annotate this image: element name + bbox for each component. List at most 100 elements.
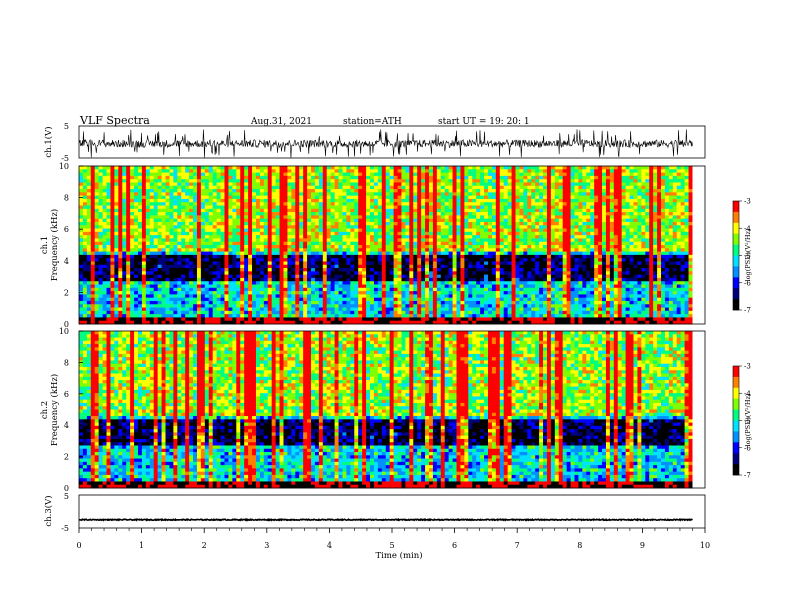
spectrogram-cell	[114, 320, 119, 325]
spectrogram-cell	[259, 320, 265, 325]
spectrogram-cell	[208, 182, 214, 187]
spectrogram-cell	[204, 175, 210, 180]
spectrogram-cell	[322, 185, 328, 190]
spectrogram-cell	[413, 284, 418, 289]
spectrogram-cell	[255, 212, 261, 216]
spectrogram-cell	[279, 238, 284, 243]
spectrogram-cell	[185, 238, 190, 243]
spectrogram-cell	[393, 166, 398, 170]
spectrogram-cell	[98, 287, 103, 292]
spectrogram-cell	[480, 212, 485, 216]
spectrogram-cell	[405, 235, 410, 239]
spectrogram-cell	[86, 248, 92, 252]
spectrogram-cell	[145, 304, 151, 308]
spectrogram-cell	[212, 310, 218, 315]
spectrogram-cell	[299, 231, 304, 236]
spectrogram-cell	[165, 208, 170, 213]
spectrogram-cell	[318, 258, 324, 262]
spectrogram-cell	[393, 185, 398, 190]
spectrogram-cell	[259, 291, 265, 295]
spectrogram-cell	[444, 277, 450, 282]
spectrogram-cell	[137, 225, 143, 229]
spectrogram-cell	[350, 235, 355, 239]
spectrogram-cell	[220, 307, 225, 312]
spectrogram-cell	[452, 248, 457, 252]
spectrogram-cell	[342, 258, 347, 262]
spectrogram-cell	[318, 251, 324, 256]
spectrogram-cell	[472, 182, 477, 187]
spectrogram-cell	[476, 268, 481, 272]
spectrogram-cell	[366, 179, 371, 183]
spectrogram-cell	[228, 175, 233, 180]
spectrogram-cell	[149, 215, 155, 220]
spectrogram-cell	[232, 185, 237, 190]
spectrogram-cell	[185, 281, 190, 285]
spectrogram-cell	[173, 277, 178, 282]
spectrogram-cell	[318, 287, 324, 292]
spectrogram-cell	[295, 268, 300, 272]
spectrogram-cell	[480, 225, 485, 229]
spectrogram-cell	[228, 314, 233, 318]
spectrogram-cell	[338, 202, 343, 206]
spectrogram-cell	[248, 205, 253, 210]
spectrogram-cell	[472, 179, 477, 183]
spectrogram-cell	[145, 215, 151, 220]
spectrogram-cell	[185, 291, 190, 295]
spectrogram-cell	[287, 179, 292, 183]
spectrogram-cell	[389, 291, 394, 295]
spectrogram-cell	[468, 212, 473, 216]
spectrogram-cell	[130, 218, 135, 223]
spectrogram-cell	[114, 307, 119, 312]
spectrogram-cell	[173, 297, 178, 302]
spectrogram-cell	[244, 208, 249, 213]
spectrogram-cell	[287, 274, 292, 279]
spectrogram-cell	[185, 287, 190, 292]
spectrogram-cell	[255, 185, 261, 190]
spectrogram-cell	[417, 297, 422, 302]
spectrogram-cell	[401, 320, 406, 325]
spectrogram-cell	[389, 258, 394, 262]
spectrogram-cell	[472, 205, 477, 210]
spectrogram-cell	[413, 225, 418, 229]
spectrogram-cell	[342, 221, 347, 226]
spectrogram-cell	[468, 185, 473, 190]
spectrogram-cell	[468, 241, 473, 246]
spectrogram-cell	[440, 281, 446, 285]
spectrogram-cell	[413, 277, 418, 282]
spectrogram-cell	[460, 317, 465, 322]
spectrogram-cell	[220, 192, 225, 197]
spectrogram-cell	[169, 268, 174, 272]
spectrogram-cell	[173, 228, 178, 233]
spectrogram-cell	[161, 300, 166, 305]
spectrogram-cell	[444, 195, 450, 200]
spectrogram-cell	[106, 291, 111, 295]
spectrogram-cell	[314, 182, 320, 187]
spectrogram-cell	[275, 261, 280, 266]
spectrogram-cell	[322, 202, 328, 206]
spectrogram-cell	[141, 294, 147, 299]
spectrogram-cell	[137, 268, 143, 272]
spectrogram-cell	[429, 238, 434, 243]
spectrogram-cell	[275, 195, 280, 200]
spectrogram-cell	[141, 231, 147, 236]
spectrogram-cell	[185, 225, 190, 229]
spectrogram-cell	[196, 268, 202, 272]
spectrogram-cell	[149, 304, 155, 308]
spectrogram-cell	[440, 297, 446, 302]
spectrogram-cell	[267, 175, 273, 180]
spectrogram-cell	[432, 208, 438, 213]
spectrogram-cell	[165, 304, 170, 308]
spectrogram-cell	[413, 271, 418, 276]
spectrogram-cell	[279, 198, 284, 203]
spectrogram-cell	[452, 320, 457, 325]
spectrogram-cell	[232, 261, 237, 266]
spectrogram-cell	[397, 277, 402, 282]
spectrogram-cell	[350, 264, 355, 269]
spectrogram-cell	[346, 189, 351, 193]
spectrogram-cell	[472, 304, 477, 308]
spectrogram-cell	[252, 304, 257, 308]
spectrogram-cell	[259, 212, 265, 216]
spectrogram-cell	[149, 310, 155, 315]
spectrogram-cell	[393, 221, 398, 226]
spectrogram-cell	[90, 235, 96, 239]
